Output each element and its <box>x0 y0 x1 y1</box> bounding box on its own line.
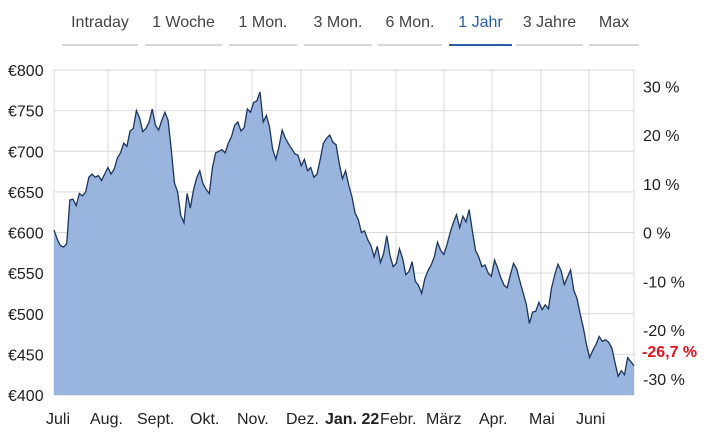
current-change-label: -26,7 % <box>642 344 697 361</box>
y2-tick-label: 0 % <box>643 226 671 243</box>
y-tick-label: €550 <box>8 266 44 283</box>
y-tick-label: €500 <box>8 307 44 324</box>
y-tick-label: €600 <box>8 226 44 243</box>
x-tick-label: Febr. <box>380 411 416 428</box>
tab-3-monate[interactable]: 3 Mon. <box>304 0 372 46</box>
y2-tick-label: 10 % <box>643 177 679 194</box>
y-tick-label: €450 <box>8 347 44 364</box>
y2-tick-label: -10 % <box>643 274 685 291</box>
x-tick-label: Mai <box>529 411 555 428</box>
price-line <box>53 91 635 379</box>
timeframe-tabs: Intraday 1 Woche 1 Mon. 3 Mon. 6 Mon. 1 … <box>0 0 706 46</box>
y2-tick-label: 30 % <box>643 79 679 96</box>
tab-max[interactable]: Max <box>589 0 639 46</box>
tab-intraday[interactable]: Intraday <box>62 0 138 46</box>
tab-1-woche[interactable]: 1 Woche <box>145 0 222 46</box>
x-tick-label: Sept. <box>137 411 174 428</box>
x-tick-label: Aug. <box>90 411 123 428</box>
x-tick-label: März <box>426 411 462 428</box>
tab-1-monat[interactable]: 1 Mon. <box>229 0 297 46</box>
y2-tick-label: -20 % <box>643 323 685 340</box>
price-area <box>54 91 634 395</box>
y-axis-right: 30 % 20 % 10 % 0 % -10 % -20 % -30 % <box>643 79 685 389</box>
y-axis-left: €800 €750 €700 €650 €600 €550 €500 €450 €400 <box>8 63 44 405</box>
x-axis: Juli Aug. Sept. Okt. Nov. Dez. Jan. 22 Febr. Mär… <box>46 411 605 428</box>
y-tick-label: €650 <box>8 185 44 202</box>
x-tick-label: Dez. <box>286 411 319 428</box>
x-tick-label: Apr. <box>479 411 507 428</box>
y-tick-label: €700 <box>8 144 44 161</box>
y-tick-label: €400 <box>8 388 44 405</box>
x-tick-label: Juni <box>576 411 605 428</box>
y2-tick-label: 20 % <box>643 128 679 145</box>
x-tick-label: Jan. 22 <box>325 411 379 428</box>
x-tick-label: Nov. <box>237 411 269 428</box>
x-tick-label: Juli <box>46 411 70 428</box>
tab-1-jahr[interactable]: 1 Jahr <box>449 0 512 46</box>
tab-3-jahre[interactable]: 3 Jahre <box>516 0 583 46</box>
y2-tick-label: -30 % <box>643 372 685 389</box>
y-tick-label: €750 <box>8 104 44 121</box>
y-tick-label: €800 <box>8 63 44 80</box>
tab-6-monate[interactable]: 6 Mon. <box>378 0 442 46</box>
x-tick-label: Okt. <box>190 411 219 428</box>
